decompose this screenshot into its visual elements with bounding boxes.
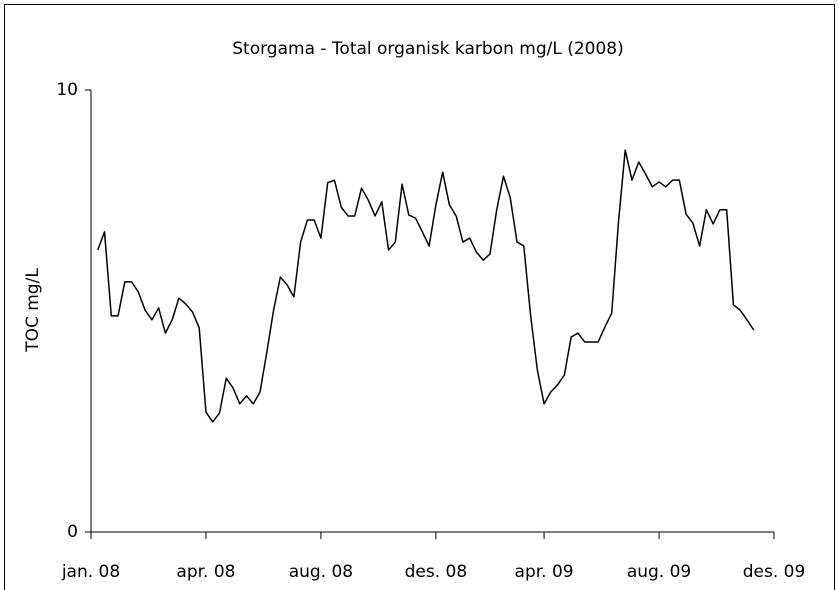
- x-tick-label: apr. 08: [176, 562, 235, 582]
- x-tick-label: jan. 08: [61, 562, 120, 582]
- y-tick-label: 10: [56, 80, 78, 100]
- x-tick-label: des. 09: [743, 562, 806, 582]
- x-tick-label: des. 08: [405, 562, 468, 582]
- y-axis-label: TOC mg/L: [23, 268, 43, 353]
- x-tick-label: apr. 09: [515, 562, 574, 582]
- x-tick-label: aug. 08: [289, 562, 353, 582]
- x-tick-label: aug. 09: [627, 562, 691, 582]
- chart-border: [4, 4, 835, 590]
- chart-title: Storgama - Total organisk karbon mg/L (2…: [232, 39, 624, 59]
- y-tick-label: 0: [67, 522, 78, 542]
- data-line: [97, 149, 755, 423]
